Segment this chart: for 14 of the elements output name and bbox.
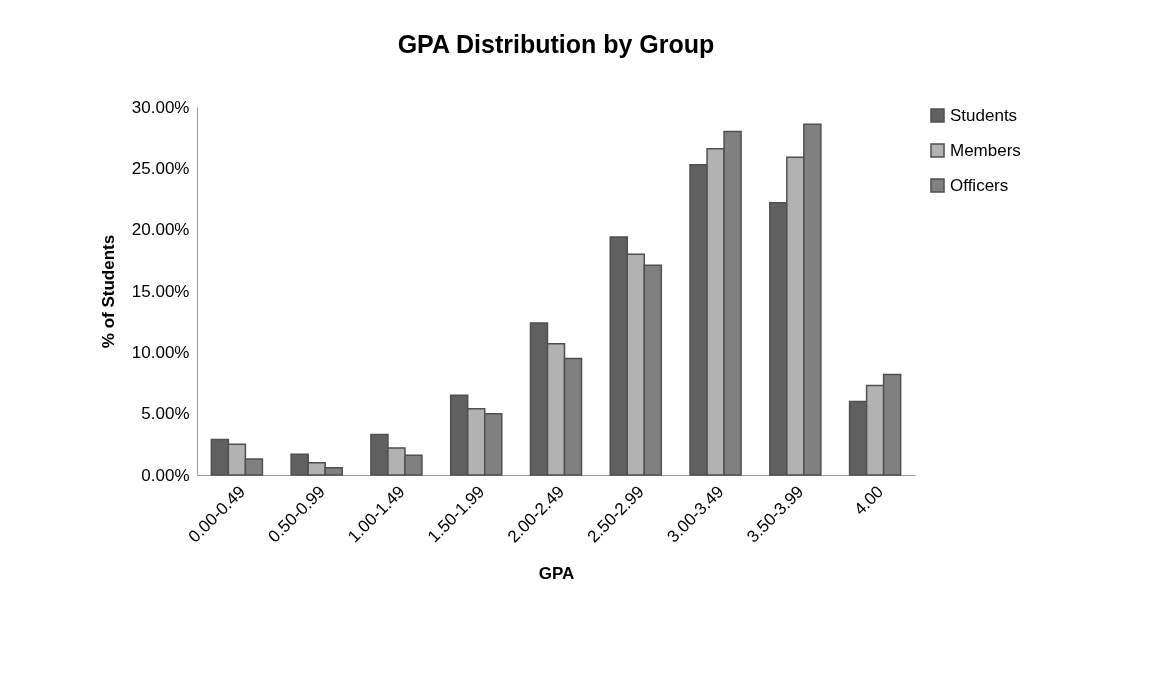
- y-tick-label: 0.00%: [141, 465, 190, 485]
- x-tick-label: 4.00: [850, 482, 888, 519]
- y-tick-label: 15.00%: [131, 281, 190, 301]
- y-tick-label: 5.00%: [141, 404, 190, 424]
- legend-label: Officers: [950, 175, 1009, 195]
- y-tick-label: 10.00%: [131, 342, 190, 362]
- y-tick-label: 25.00%: [131, 158, 190, 178]
- y-tick-label: 30.00%: [131, 97, 190, 117]
- y-tick-label: 20.00%: [131, 220, 190, 240]
- chart-title: GPA Distribution by Group: [397, 30, 715, 58]
- x-axis-title: GPA: [538, 563, 575, 583]
- y-axis-title: % of Students: [98, 234, 118, 349]
- legend-label: Members: [950, 140, 1021, 160]
- legend-label: Students: [950, 105, 1018, 125]
